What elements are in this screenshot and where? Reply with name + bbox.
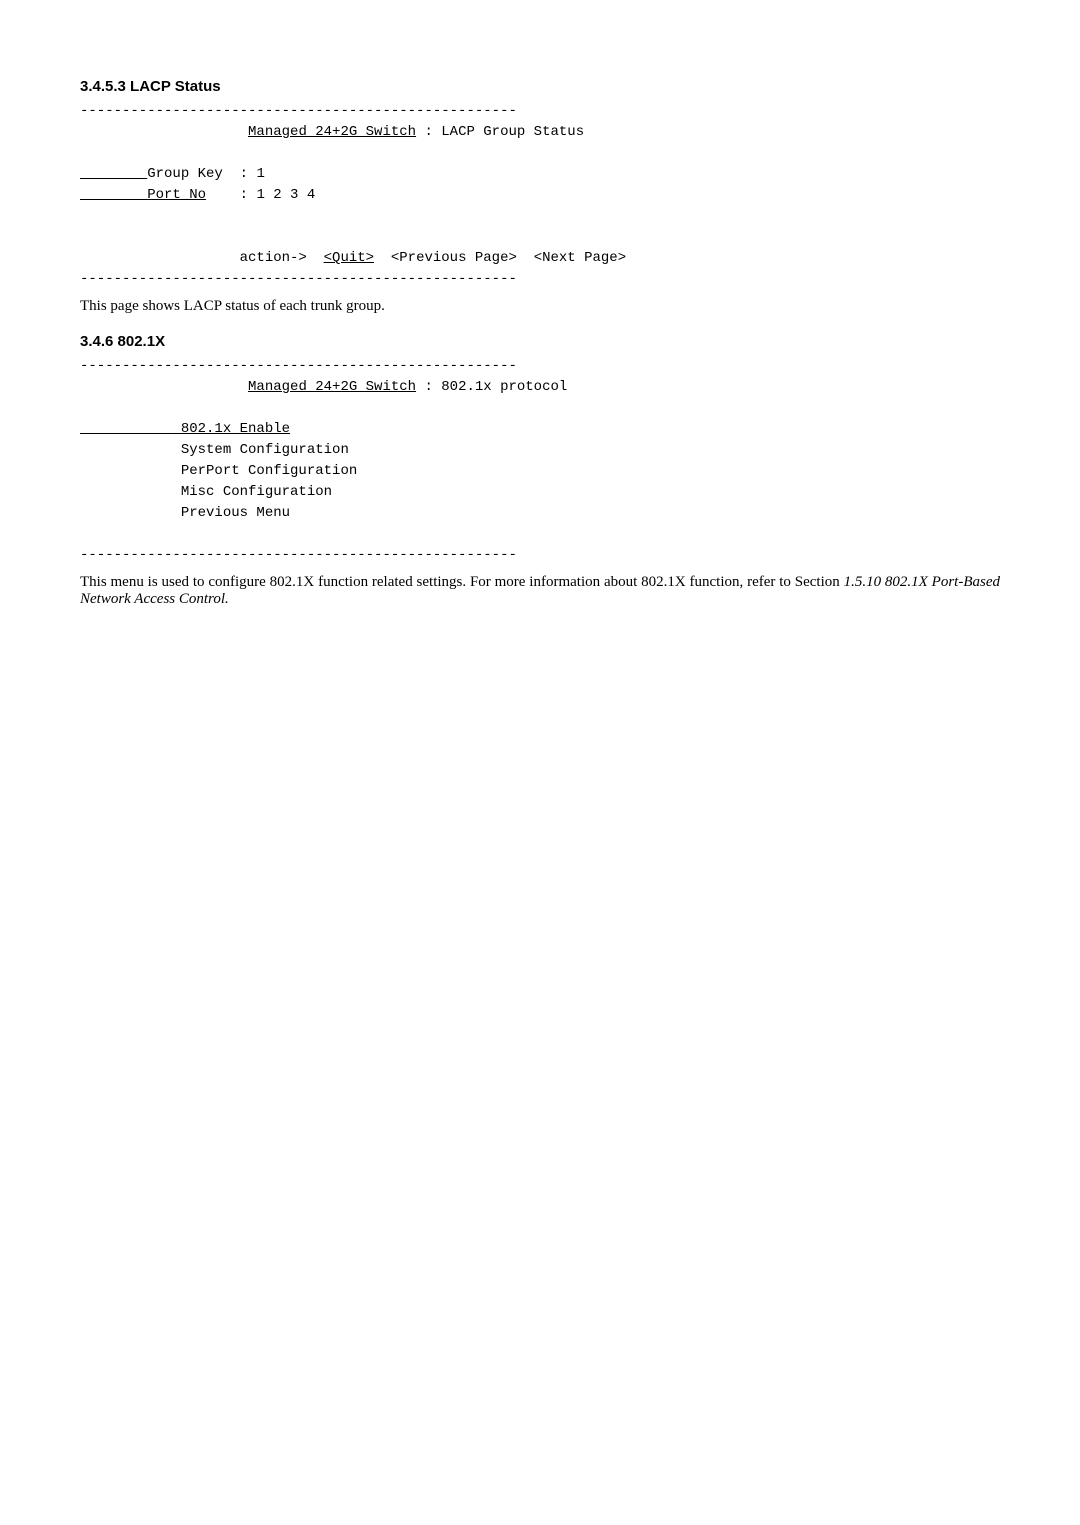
- group-key-label: Group Key :: [147, 166, 256, 182]
- group-key-value: 1: [256, 166, 264, 182]
- title-rest-1: : LACP Group Status: [416, 124, 584, 140]
- title-underline-2: Managed 24+2G Switch: [248, 379, 416, 395]
- menu-item-perport[interactable]: PerPort Configuration: [80, 461, 1000, 482]
- group-key-pad: [80, 166, 147, 182]
- screen-title-2: Managed 24+2G Switch : 802.1x protocol: [80, 377, 1000, 398]
- screen-title-1: Managed 24+2G Switch : LACP Group Status: [80, 122, 1000, 143]
- divider-top-2: ----------------------------------------…: [80, 356, 1000, 377]
- blank-2: [80, 206, 1000, 227]
- divider-top-1: ----------------------------------------…: [80, 101, 1000, 122]
- port-no-label: Port_No: [147, 187, 206, 203]
- port-no-row: Port_No : 1 2 3 4: [80, 185, 1000, 206]
- divider-bottom-2: ----------------------------------------…: [80, 545, 1000, 566]
- menu-item-enable[interactable]: 802.1x Enable: [80, 419, 1000, 440]
- section-heading-lacp: 3.4.5.3 LACP Status: [80, 78, 1000, 95]
- menu-pad-u: [80, 421, 172, 437]
- title-underline-1: Managed 24+2G Switch: [248, 124, 416, 140]
- group-key-row: Group Key : 1: [80, 164, 1000, 185]
- lacp-body-text: This page shows LACP status of each trun…: [80, 298, 1000, 315]
- title-rest-2: : 802.1x protocol: [416, 379, 567, 395]
- 8021x-body-text: This menu is used to configure 802.1X fu…: [80, 574, 1000, 608]
- body-part1: This menu is used to configure 802.1X fu…: [80, 574, 844, 590]
- divider-bottom-1: ----------------------------------------…: [80, 269, 1000, 290]
- blank-1: [80, 143, 1000, 164]
- port-no-value: : 1 2 3 4: [206, 187, 315, 203]
- quit-link[interactable]: <Quit>: [324, 250, 374, 266]
- blank-3: [80, 227, 1000, 248]
- action-rest-1[interactable]: <Previous Page> <Next Page>: [374, 250, 626, 266]
- menu-item-prev[interactable]: Previous Menu: [80, 503, 1000, 524]
- action-prefix-1: action->: [80, 250, 324, 266]
- menu-enable-label: 802.1x Enable: [172, 421, 290, 437]
- section-heading-8021x: 3.4.6 802.1X: [80, 333, 1000, 350]
- menu-item-sysconf[interactable]: System Configuration: [80, 440, 1000, 461]
- port-no-pad: [80, 187, 147, 203]
- action-row-1: action-> <Quit> <Previous Page> <Next Pa…: [80, 248, 1000, 269]
- menu-item-misc[interactable]: Misc Configuration: [80, 482, 1000, 503]
- blank-4: [80, 398, 1000, 419]
- blank-5: [80, 524, 1000, 545]
